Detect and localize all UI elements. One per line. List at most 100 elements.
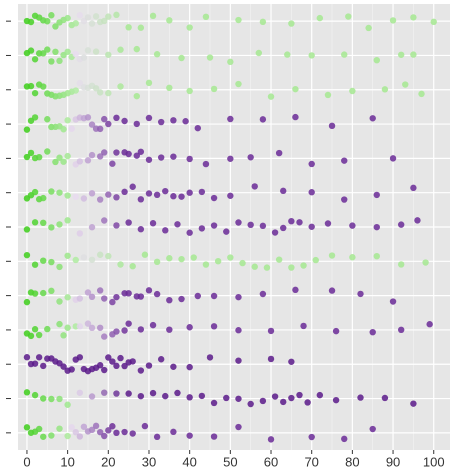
point bbox=[101, 389, 108, 396]
point bbox=[96, 324, 104, 331]
point bbox=[170, 117, 177, 124]
point bbox=[308, 160, 315, 168]
point bbox=[206, 354, 214, 361]
point bbox=[40, 257, 47, 264]
point bbox=[247, 154, 254, 161]
point bbox=[44, 148, 51, 155]
point bbox=[145, 287, 153, 294]
point bbox=[44, 116, 51, 123]
point bbox=[410, 400, 417, 407]
point bbox=[414, 217, 421, 224]
point bbox=[280, 398, 287, 406]
point bbox=[92, 85, 100, 92]
point bbox=[397, 51, 405, 58]
point bbox=[369, 328, 376, 336]
point bbox=[300, 322, 307, 330]
point bbox=[27, 149, 35, 157]
point bbox=[27, 18, 35, 26]
point bbox=[137, 148, 145, 155]
point bbox=[101, 295, 108, 302]
point bbox=[88, 224, 96, 231]
point bbox=[178, 295, 185, 303]
point bbox=[271, 229, 279, 236]
point bbox=[105, 13, 112, 20]
point bbox=[96, 125, 104, 133]
point bbox=[109, 160, 116, 167]
point bbox=[113, 293, 120, 301]
point bbox=[48, 258, 55, 266]
point bbox=[251, 183, 258, 190]
x-tick-label: 0 bbox=[23, 454, 30, 469]
point bbox=[210, 292, 218, 300]
point bbox=[223, 394, 230, 402]
point bbox=[23, 389, 31, 396]
point bbox=[162, 227, 169, 234]
point bbox=[349, 87, 356, 95]
point bbox=[210, 222, 218, 229]
point bbox=[76, 323, 84, 330]
point bbox=[35, 153, 43, 161]
point bbox=[280, 224, 287, 232]
point bbox=[72, 87, 79, 94]
point bbox=[101, 115, 108, 123]
point bbox=[210, 194, 218, 202]
point bbox=[389, 17, 397, 24]
point bbox=[186, 394, 193, 401]
point bbox=[153, 51, 161, 58]
point bbox=[349, 254, 356, 261]
point bbox=[251, 263, 258, 270]
point bbox=[133, 45, 140, 53]
point bbox=[88, 393, 96, 400]
point bbox=[84, 47, 92, 54]
point bbox=[113, 149, 120, 156]
point bbox=[145, 114, 153, 122]
point bbox=[235, 80, 242, 88]
point bbox=[125, 390, 132, 397]
point bbox=[145, 156, 153, 163]
point bbox=[166, 326, 173, 333]
point bbox=[206, 54, 214, 61]
point bbox=[308, 189, 315, 196]
point bbox=[56, 154, 63, 161]
point bbox=[76, 433, 84, 440]
point bbox=[198, 188, 206, 196]
point bbox=[113, 390, 120, 397]
point bbox=[64, 217, 71, 224]
point bbox=[300, 262, 307, 269]
point bbox=[64, 117, 71, 124]
point bbox=[259, 397, 267, 405]
point bbox=[105, 252, 112, 260]
point bbox=[137, 24, 145, 31]
point bbox=[48, 432, 55, 439]
point bbox=[308, 52, 315, 59]
point bbox=[68, 366, 75, 373]
point bbox=[64, 324, 71, 331]
point bbox=[397, 326, 405, 334]
point bbox=[56, 298, 63, 305]
point bbox=[117, 83, 124, 90]
point bbox=[259, 290, 267, 298]
point bbox=[40, 289, 47, 297]
point bbox=[76, 79, 84, 87]
point bbox=[121, 117, 128, 125]
point bbox=[137, 226, 145, 233]
point bbox=[137, 293, 145, 300]
point bbox=[76, 295, 84, 302]
point bbox=[141, 422, 149, 430]
x-tick-label: 10 bbox=[60, 454, 74, 469]
point bbox=[64, 48, 71, 55]
point bbox=[292, 113, 299, 121]
point bbox=[101, 149, 108, 156]
point bbox=[369, 115, 376, 122]
point bbox=[40, 433, 47, 440]
point bbox=[141, 251, 149, 258]
point bbox=[369, 425, 376, 433]
point bbox=[113, 11, 120, 19]
point bbox=[324, 220, 332, 227]
point bbox=[202, 13, 210, 21]
point bbox=[316, 14, 324, 22]
point bbox=[105, 427, 112, 434]
point bbox=[101, 17, 108, 25]
point bbox=[56, 189, 63, 196]
